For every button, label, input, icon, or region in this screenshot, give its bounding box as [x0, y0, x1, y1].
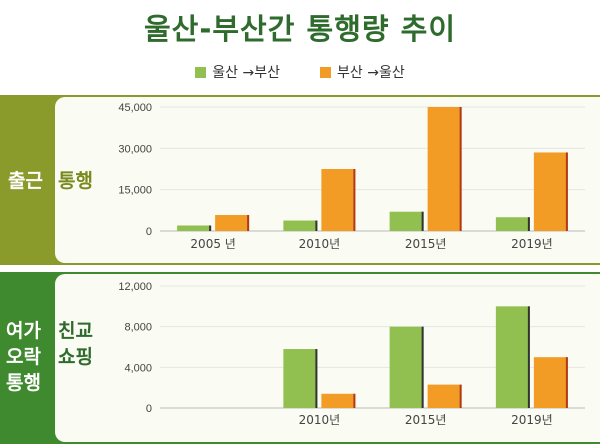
legend-label: 울산 →부산: [212, 65, 280, 81]
bar-shadow: [421, 211, 424, 231]
commute-label-right: 통행: [58, 170, 93, 192]
y-tick-label: 15,000: [118, 185, 152, 197]
bar-shadow: [459, 384, 462, 408]
bar-shadow: [565, 357, 568, 408]
y-tick-label: 45,000: [118, 102, 152, 114]
bar-busan-ulsan: [215, 215, 250, 231]
x-tick-label: 2015년: [405, 237, 447, 251]
bar-busan-ulsan: [321, 393, 356, 408]
bar-shadow: [315, 349, 318, 408]
bar-ulsan-busan: [495, 217, 530, 231]
bar-shadow: [527, 306, 530, 408]
bar-busan-ulsan: [427, 384, 462, 408]
bar-shadow: [459, 107, 462, 231]
bar-ulsan-busan: [177, 225, 212, 231]
bar-ulsan-busan: [389, 211, 424, 231]
bar-shadow: [353, 169, 356, 231]
y-tick-label: 12,000: [118, 281, 152, 293]
x-tick-label: 2015년: [405, 413, 447, 427]
bar-ulsan-busan: [283, 349, 318, 408]
x-tick-label: 2010년: [299, 413, 341, 427]
x-tick-label: 2019년: [511, 413, 553, 427]
leisure-label-right: 친교 쇼핑: [58, 320, 93, 368]
bar-ulsan-busan: [495, 306, 530, 408]
legend-label: 부산 →울산: [337, 65, 405, 81]
y-tick-label: 8,000: [124, 322, 152, 334]
bar-shadow: [247, 215, 250, 231]
bar-ulsan-busan: [283, 220, 318, 231]
y-tick-label: 0: [146, 403, 152, 415]
bar-busan-ulsan: [427, 107, 462, 231]
bar-ulsan-busan: [389, 326, 424, 408]
y-tick-label: 0: [146, 226, 152, 238]
bar-shadow: [565, 152, 568, 231]
bar-shadow: [421, 326, 424, 408]
bar-busan-ulsan: [533, 357, 568, 408]
legend-swatch-green: [195, 66, 207, 78]
bar-shadow: [353, 393, 356, 408]
y-tick-label: 30,000: [118, 143, 152, 155]
y-tick-label: 4,000: [124, 362, 152, 374]
bar-busan-ulsan: [321, 169, 356, 231]
legend-item-busan-ulsan: 부산 →울산: [320, 62, 405, 82]
legend-item-ulsan-busan: 울산 →부산: [195, 62, 280, 82]
chart-title: 울산-부산간 통행량 추이: [143, 12, 457, 46]
bar-shadow: [315, 220, 318, 231]
x-tick-label: 2005 년: [190, 237, 235, 251]
legend-swatch-orange: [320, 66, 331, 78]
leisure-label-left: 여가 오락 통행: [6, 320, 41, 394]
legend: 울산 →부산 부산 →울산: [0, 62, 600, 82]
bar-busan-ulsan: [533, 152, 568, 231]
commute-label-left: 출근: [8, 170, 43, 192]
x-tick-label: 2010년: [299, 237, 341, 251]
bar-shadow: [527, 217, 530, 231]
bar-shadow: [209, 225, 212, 231]
x-tick-label: 2019년: [511, 237, 553, 251]
